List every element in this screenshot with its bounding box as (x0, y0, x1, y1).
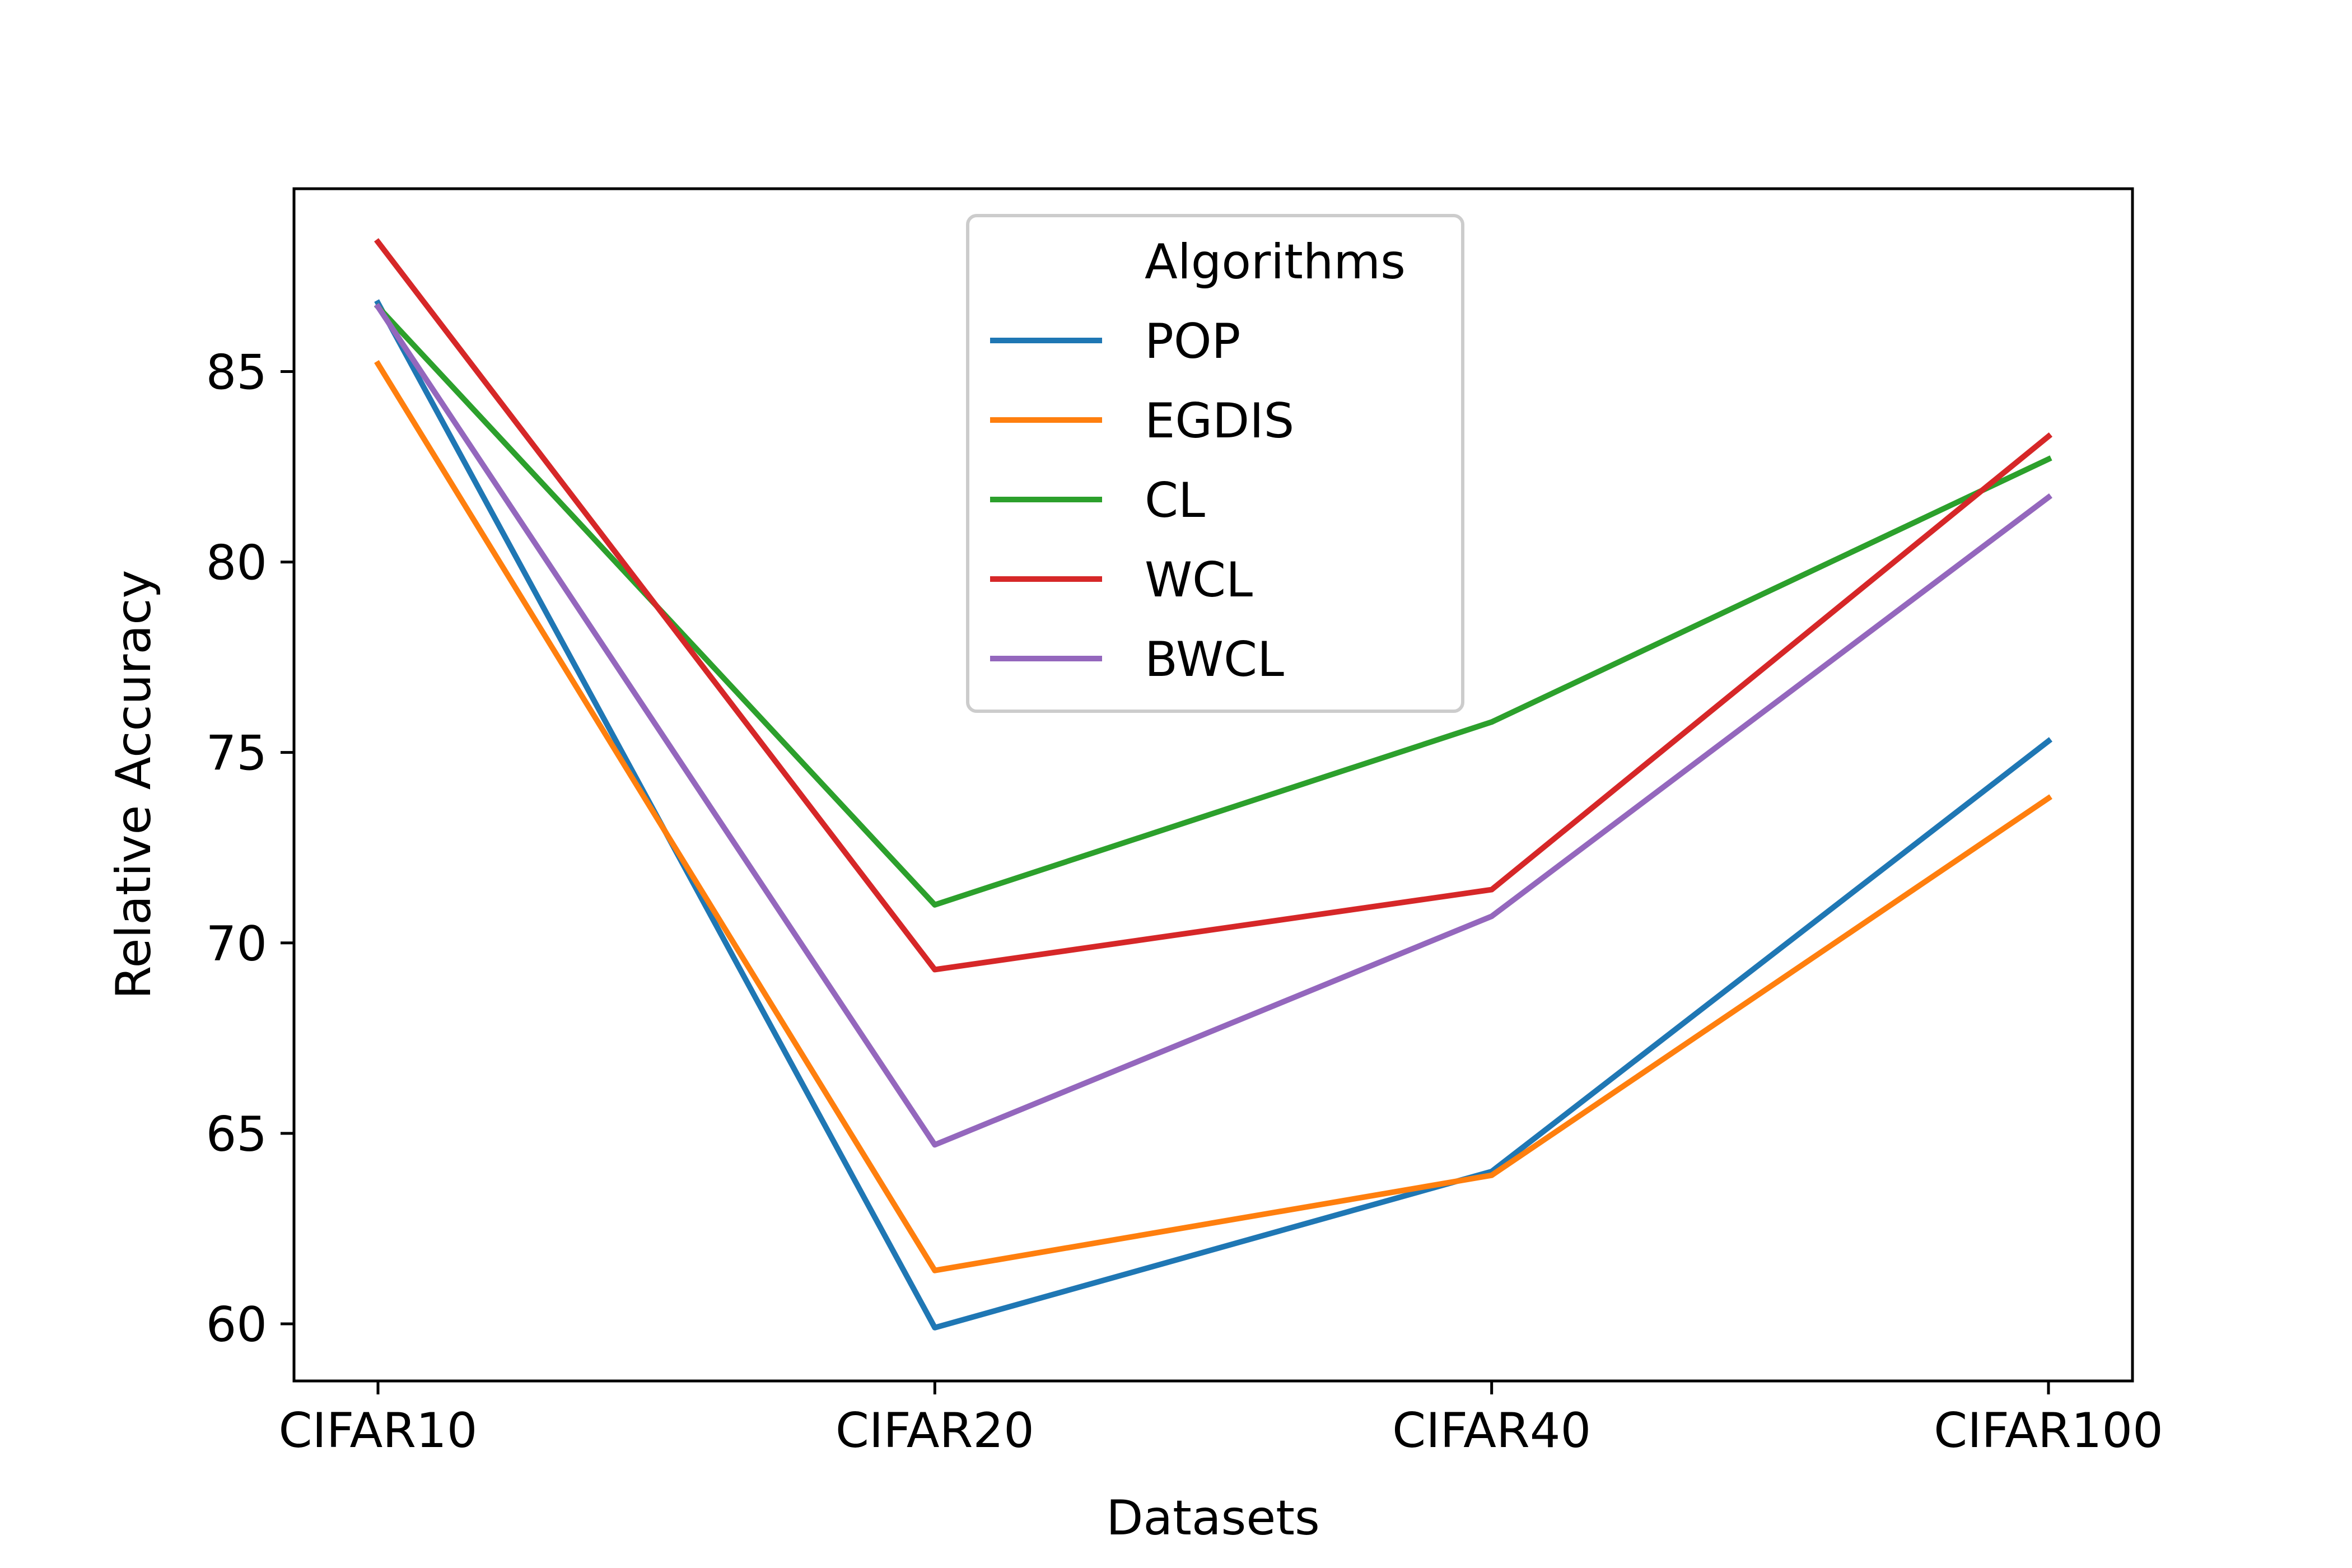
y-tick-label: 65 (206, 1107, 267, 1163)
legend: Algorithms POP EGDIS CL WCL BWCL (966, 214, 1464, 713)
legend-title: Algorithms (1145, 234, 1406, 290)
series-line-bwcl (374, 302, 2053, 1148)
y-axis-label: Relative Accuracy (106, 570, 162, 1000)
y-axis: 60 65 70 75 80 85 (206, 344, 294, 1353)
legend-label: WCL (1145, 552, 1253, 608)
legend-entry-cl: CL (990, 473, 1205, 529)
y-tick-label: 80 (206, 535, 267, 591)
legend-entry-pop: POP (990, 314, 1240, 370)
x-tick-label: CIFAR100 (1934, 1403, 2163, 1459)
y-tick-label: 85 (206, 344, 267, 400)
plot-frame (292, 187, 2134, 1383)
legend-label: POP (1145, 314, 1240, 370)
legend-entries: POP EGDIS CL WCL BWCL (990, 314, 1294, 688)
legend-entry-wcl: WCL (990, 552, 1253, 608)
x-tick-label: CIFAR10 (278, 1403, 477, 1459)
legend-label: CL (1145, 473, 1205, 529)
series-line-wcl (374, 238, 2053, 973)
legend-entry-bwcl: BWCL (990, 632, 1284, 688)
series-lines (374, 238, 2053, 1331)
legend-label: EGDIS (1145, 393, 1294, 449)
y-tick-label: 75 (206, 726, 267, 782)
y-tick-label: 60 (206, 1297, 267, 1353)
x-axis: CIFAR10 CIFAR20 CIFAR40 CIFAR100 (278, 1381, 2163, 1459)
x-tick-label: CIFAR20 (836, 1403, 1034, 1459)
legend-entry-egdis: EGDIS (990, 393, 1294, 449)
series-line-egdis (374, 360, 2052, 1273)
y-tick-label: 70 (206, 916, 267, 972)
x-tick-label: CIFAR40 (1392, 1403, 1591, 1459)
legend-label: BWCL (1145, 632, 1284, 688)
x-axis-label: Datasets (1106, 1490, 1320, 1546)
